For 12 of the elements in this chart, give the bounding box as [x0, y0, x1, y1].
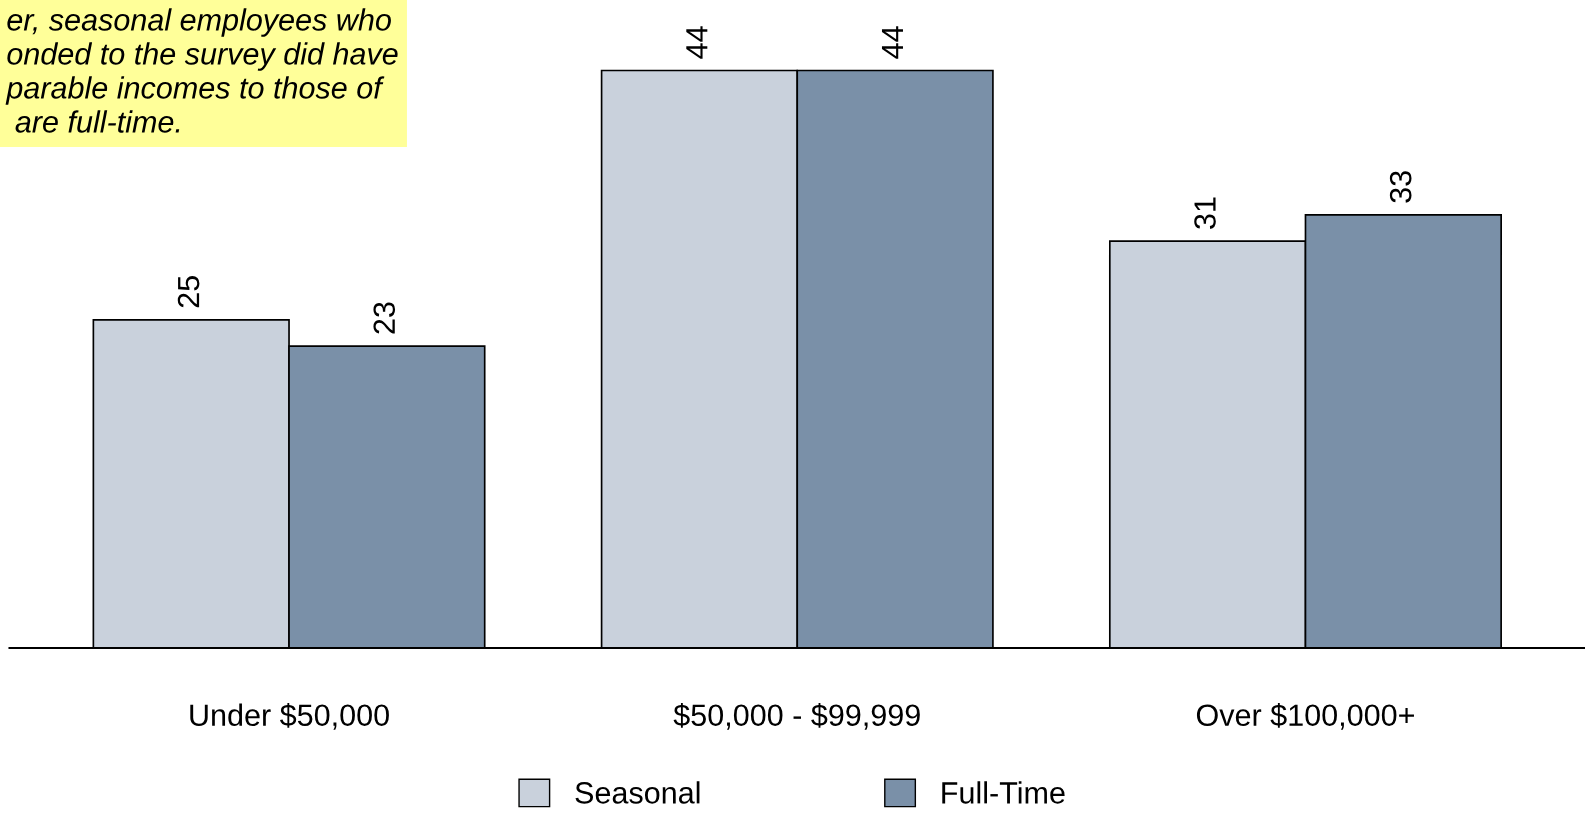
data-label: 33	[1389, 171, 1412, 203]
x-tick-label: Over $100,000+	[1196, 703, 1414, 730]
x-tick-label: $50,000 - $99,999	[673, 703, 920, 730]
data-label: 25	[177, 276, 200, 308]
legend-label: Seasonal	[575, 781, 700, 804]
legend-label: Full-Time	[942, 781, 1065, 804]
annotation: er, seasonal employees who onded to the survey did have parable incomes to those of are full-time.	[5, 8, 398, 133]
data-label: 44	[881, 26, 903, 59]
data-label: 23	[373, 302, 396, 334]
data-label: 31	[1194, 197, 1216, 229]
data-label: 44	[686, 26, 708, 59]
x-tick-label: Under $50,000	[190, 703, 389, 730]
